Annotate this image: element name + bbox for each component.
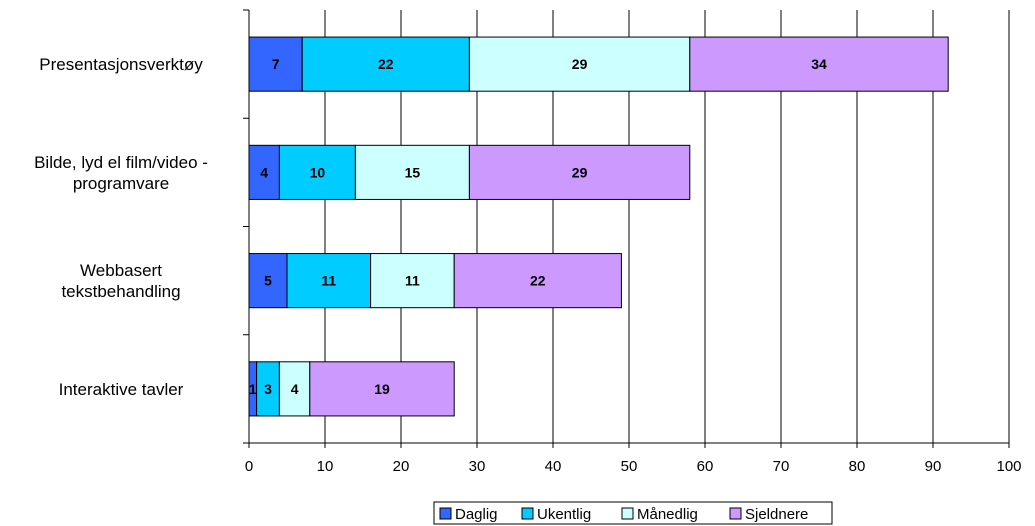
bar-daglig-2: [248, 253, 288, 309]
data-label: 5: [264, 273, 272, 289]
legend-swatch-daglig: [439, 507, 452, 520]
bar-ukentlig-2: [286, 253, 372, 309]
legend-swatch-ukentlig: [521, 507, 534, 520]
x-tick-label: 70: [773, 458, 790, 475]
x-tick-label: 20: [393, 458, 410, 475]
x-tick-label: 60: [697, 458, 714, 475]
data-label: 7: [272, 56, 280, 72]
bar-månedlig-1: [354, 144, 470, 200]
legend-swatch-månedlig: [621, 507, 634, 520]
data-label: 4: [291, 381, 299, 397]
bar-sjeldnere-0: [689, 36, 949, 92]
bar-ukentlig-0: [301, 36, 470, 92]
x-tick-label: 30: [469, 458, 486, 475]
bar-sjeldnere-3: [309, 361, 455, 417]
x-tick-label: 50: [621, 458, 638, 475]
axes: 0 10 20 30 40 50 60 70 80 90 100 Presentasjonsverkt…: [34, 9, 1022, 475]
x-tick-label: 10: [317, 458, 334, 475]
data-label: 34: [811, 56, 827, 72]
data-label: 11: [405, 273, 420, 289]
legend-label: Ukentlig: [537, 506, 591, 523]
category-label: Bilde, lyd el film/video -: [34, 153, 208, 172]
legend-swatch-sjeldnere: [729, 507, 742, 520]
x-tick-label: 80: [849, 458, 866, 475]
x-tick-label: 90: [925, 458, 942, 475]
bar-månedlig-2: [370, 253, 455, 309]
legend-label: Månedlig: [637, 506, 698, 523]
data-label: 10: [310, 164, 326, 180]
data-label: 22: [530, 273, 546, 289]
x-tick-label: 100: [996, 458, 1021, 475]
bar-sjeldnere-1: [468, 144, 691, 200]
category-label: Webbasert: [80, 261, 162, 280]
data-label: 15: [405, 164, 421, 180]
data-label: 29: [572, 56, 588, 72]
x-tick-label: 40: [545, 458, 562, 475]
category-label: programvare: [73, 174, 169, 193]
category-label: Interaktive tavler: [59, 380, 184, 399]
category-label: Presentasjonsverktøy: [39, 55, 203, 74]
legend-label: Daglig: [455, 506, 498, 523]
bar-sjeldnere-2: [453, 253, 622, 309]
category-label: tekstbehandling: [61, 282, 180, 301]
data-label: 3: [264, 381, 272, 397]
x-tick-label: 0: [245, 458, 253, 475]
legend-label: Sjeldnere: [745, 506, 808, 523]
data-label: 22: [378, 56, 394, 72]
bar-ukentlig-1: [278, 144, 356, 200]
data-label: 4: [260, 164, 268, 180]
data-label: 29: [572, 164, 588, 180]
bar-månedlig-0: [468, 36, 691, 92]
data-label: 11: [321, 273, 336, 289]
bars: 7 22 29 344 10 15 295 11 11 221 3 4 19: [248, 36, 949, 417]
data-label: 19: [374, 381, 390, 397]
data-label: 1: [249, 381, 257, 397]
legend: Daglig Ukentlig Månedlig Sjeldnere: [433, 501, 833, 525]
